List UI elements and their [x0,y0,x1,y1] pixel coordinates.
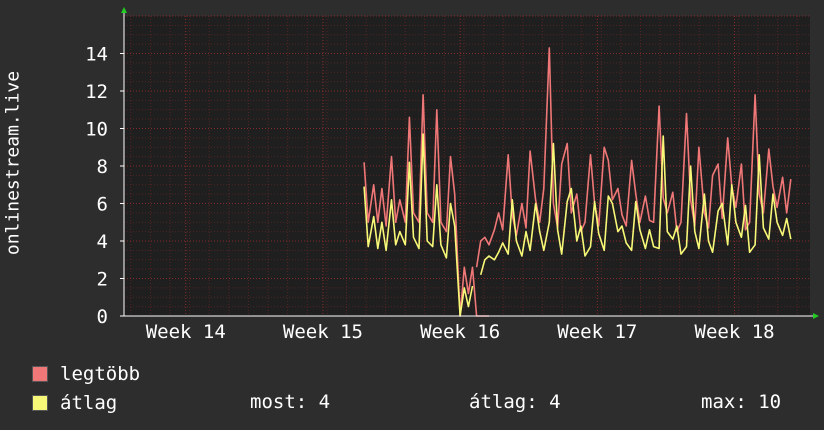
y-tick-label: 4 [97,231,108,253]
x-tick-label: Week 16 [420,321,500,343]
legend-swatch-max [32,366,48,382]
series-line-max [475,47,792,268]
legend-label-avg: átlag [60,392,118,414]
legend-swatch-avg [32,395,48,411]
tick-labels: 0 2 4 6 8 10 12 14 Week 14 Week 15 Week 16 Week 17 W… [85,44,774,344]
y-tick-label: 0 [97,306,108,328]
y-tick-label: 10 [85,119,108,141]
y-tick-label: 14 [85,44,108,66]
y-tick-label: 6 [97,194,108,216]
legend-item-avg: átlag [32,392,118,414]
series-line-max [363,94,489,317]
series-line-avg [363,133,474,317]
stat-average: átlag: 4 [469,391,561,413]
x-tick-label: Week 14 [146,321,226,343]
y-tick-label: 12 [85,81,108,103]
y-tick-label: 2 [97,269,108,291]
grid [124,15,810,317]
y-tick-label: 8 [97,156,108,178]
x-axis-arrow-icon [813,313,819,319]
legend-item-max: legtöbb [32,363,141,385]
x-tick-label: Week 17 [557,321,637,343]
series-line-avg [479,135,792,276]
y-axis-label: onlinestream.live [2,70,24,256]
y-axis-arrow-icon [121,7,127,13]
legend-label-max: legtöbb [60,363,141,385]
series-lines [363,47,792,317]
stat-now: most: 4 [250,391,331,413]
x-tick-label: Week 15 [283,321,363,343]
x-tick-label: Week 18 [695,321,775,343]
axes [120,7,819,319]
stat-max: max: 10 [701,391,782,413]
